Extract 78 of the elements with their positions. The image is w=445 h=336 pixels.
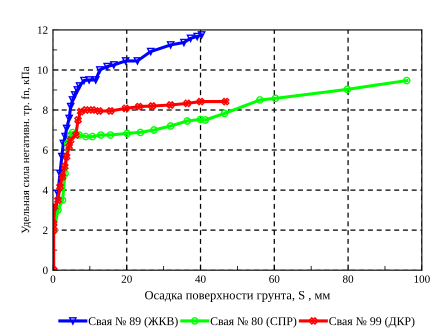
x-axis-title: Осадка поверхности грунта, S , мм: [145, 291, 330, 302]
point: [180, 38, 188, 46]
legend-label: Свая № 80 (СПР): [210, 316, 296, 328]
point: [166, 101, 174, 109]
point: [66, 102, 74, 110]
point: [82, 132, 90, 140]
x-tick-label: 100: [414, 275, 430, 283]
y-tick-label: 2: [43, 226, 48, 234]
point: [196, 116, 204, 124]
point: [66, 136, 74, 144]
point: [122, 57, 130, 65]
point: [193, 32, 202, 40]
point: [65, 142, 74, 150]
point: [88, 132, 96, 140]
point: [97, 131, 105, 139]
point: [62, 152, 70, 160]
point: [73, 86, 82, 94]
point: [92, 76, 100, 84]
point: [96, 66, 104, 74]
point: [222, 98, 230, 106]
point: [76, 82, 84, 90]
point: [61, 132, 69, 140]
y-tick-label: 4: [42, 186, 48, 194]
point: [70, 91, 79, 99]
point: [183, 117, 192, 125]
point: [56, 182, 64, 190]
point: [95, 107, 103, 115]
point: [272, 94, 280, 102]
y-tick-label: 10: [38, 66, 48, 74]
x-tick-label: 40: [195, 275, 206, 283]
x-tick-label: 80: [342, 275, 354, 283]
point: [65, 114, 74, 122]
point: [106, 131, 114, 139]
point: [198, 31, 206, 39]
point: [82, 106, 90, 114]
point: [166, 122, 174, 130]
point: [54, 196, 62, 204]
point: [150, 126, 158, 134]
legend-label: Свая № 89 (ЖКВ): [88, 316, 178, 328]
point: [80, 76, 88, 84]
point: [201, 116, 210, 124]
y-tick-label: 0: [42, 266, 48, 274]
point: [134, 57, 142, 65]
point: [74, 116, 82, 124]
point: [256, 96, 264, 104]
x-tick-label: 20: [122, 275, 132, 283]
x-tick-label: 60: [269, 275, 280, 283]
y-tick-label: 8: [42, 106, 48, 114]
point: [58, 196, 66, 204]
point: [196, 98, 204, 106]
point: [60, 162, 69, 170]
point: [62, 124, 70, 132]
legend-label: Свая № 99 (ДКР): [329, 316, 414, 328]
point: [88, 106, 96, 114]
point: [123, 130, 131, 138]
point: [110, 61, 118, 69]
point: [402, 76, 411, 84]
point: [58, 172, 66, 180]
point: [135, 102, 143, 110]
y-tick-label: 6: [43, 146, 48, 154]
y-tick-label: 12: [38, 26, 48, 34]
point: [72, 131, 80, 139]
point: [85, 76, 93, 84]
x-tick-label: 0: [50, 275, 56, 283]
point: [146, 48, 155, 56]
point: [122, 104, 130, 112]
point: [220, 110, 228, 118]
point: [166, 41, 174, 49]
point: [106, 107, 114, 115]
point: [148, 102, 156, 110]
point: [76, 108, 84, 116]
point: [136, 128, 144, 136]
point: [68, 96, 76, 104]
point: [344, 86, 352, 94]
point: [103, 62, 112, 70]
y-axis-title: Удельная сила негативн. тр. fn, кПа: [21, 66, 32, 234]
point: [186, 34, 194, 42]
point: [183, 100, 192, 108]
